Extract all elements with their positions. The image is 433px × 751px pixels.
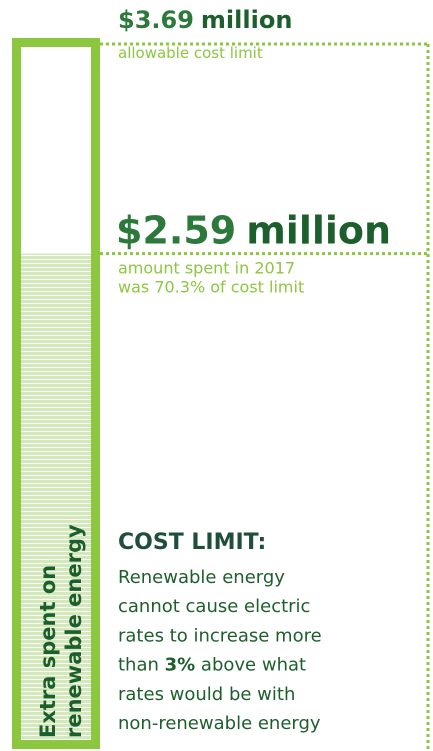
note-line: rates to increase more	[118, 625, 322, 646]
spent-amount: $2.59 million	[116, 209, 391, 253]
bar-label: renewable energy	[62, 524, 86, 738]
note-text: above what	[195, 655, 306, 676]
note-line: rates would be with	[118, 684, 295, 705]
limit-unit: million	[201, 6, 293, 34]
note-bold: 3%	[165, 655, 196, 676]
note-line: cannot cause electric	[118, 596, 310, 617]
limit-amount: $3.69 million	[118, 6, 292, 34]
spent-unit: million	[246, 209, 391, 253]
spent-caption: was 70.3% of cost limit	[118, 278, 304, 297]
limit-number: $3.69	[118, 6, 194, 34]
spent-number: $2.59	[116, 209, 236, 253]
note-line: non-renewable energy	[118, 713, 321, 734]
note-title: COST LIMIT:	[118, 530, 266, 555]
spent-caption: amount spent in 2017	[118, 259, 295, 278]
note-line: Renewable energy	[118, 567, 285, 588]
spent-fill	[21, 253, 91, 740]
limit-caption: allowable cost limit	[118, 44, 263, 62]
bar-label: Extra spent on	[36, 565, 60, 738]
note-text: than	[118, 655, 165, 676]
note-line: than 3% above what	[118, 655, 306, 676]
